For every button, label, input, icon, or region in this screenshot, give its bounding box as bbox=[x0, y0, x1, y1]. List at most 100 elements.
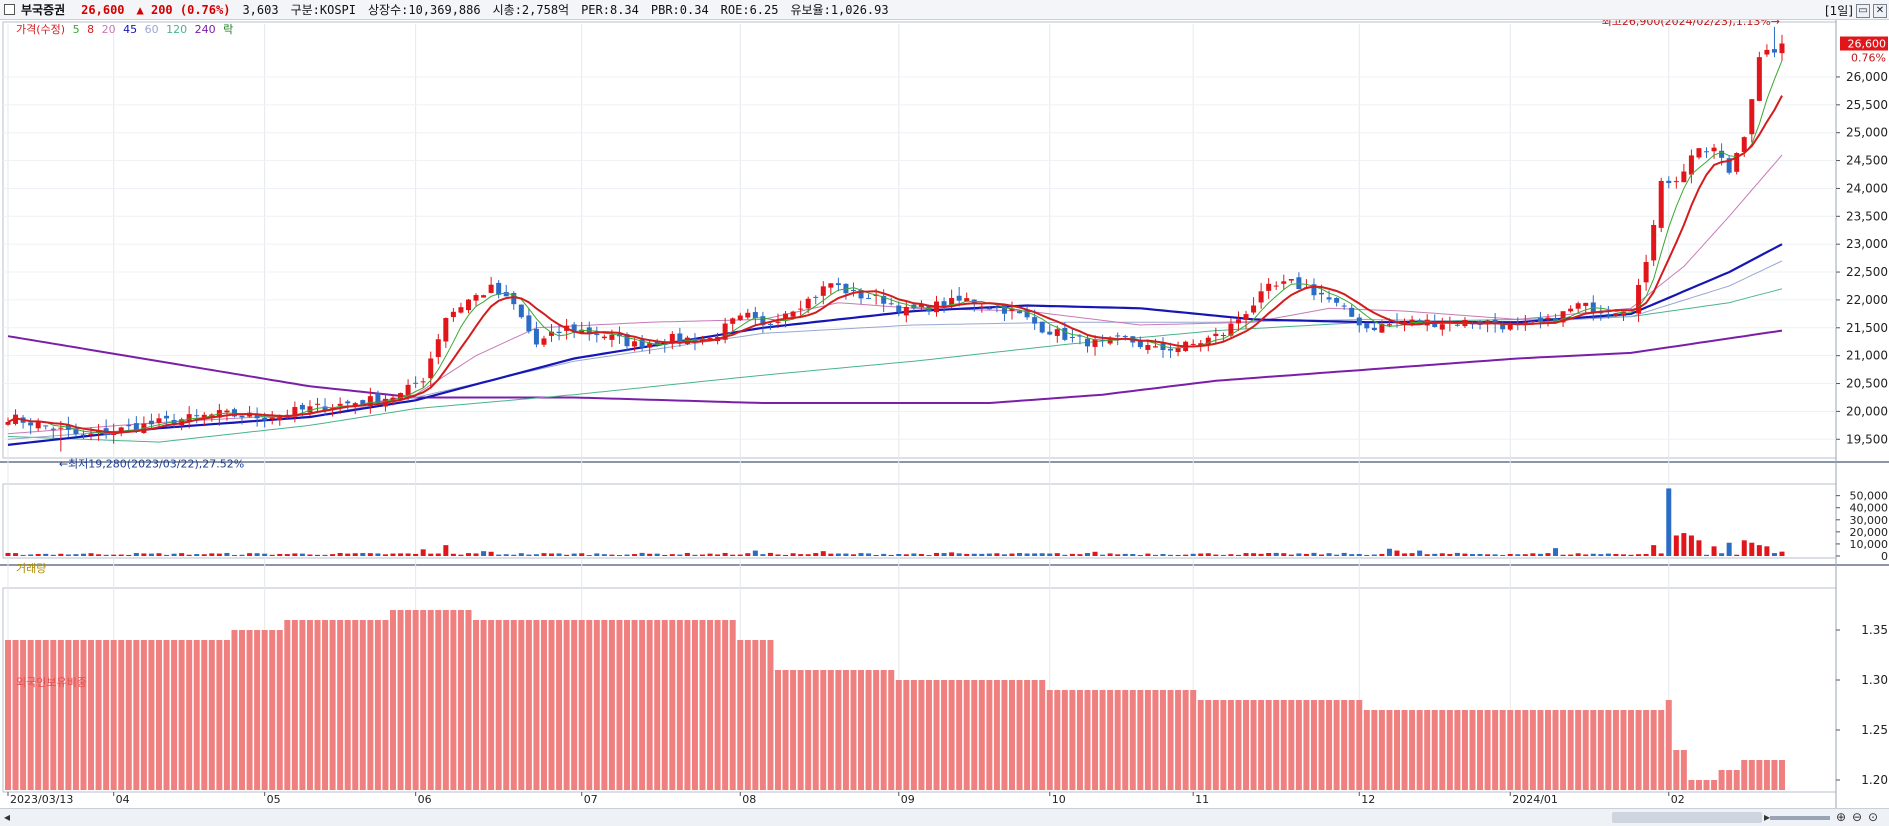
foreign-bar bbox=[1001, 680, 1008, 790]
foreign-bar bbox=[412, 610, 419, 790]
foreign-bar bbox=[420, 610, 427, 790]
foreign-bar bbox=[827, 670, 834, 790]
volume-bar bbox=[1077, 554, 1083, 556]
volume-bar bbox=[1047, 553, 1053, 556]
zoom-slider[interactable] bbox=[1770, 816, 1830, 820]
candle-body bbox=[745, 312, 751, 318]
candle-body bbox=[624, 334, 630, 347]
volume-bar bbox=[1152, 554, 1158, 556]
candle-body bbox=[511, 292, 517, 305]
candle-body bbox=[1024, 310, 1030, 318]
x-tick-label: 09 bbox=[901, 793, 915, 806]
foreign-bar bbox=[1703, 780, 1710, 790]
period-selector[interactable]: [1일] bbox=[1824, 4, 1853, 18]
candle-body bbox=[224, 410, 230, 413]
foreign-bar bbox=[1265, 700, 1272, 790]
volume-tick-label: 20,000 bbox=[1850, 526, 1889, 539]
foreign-bar bbox=[125, 640, 132, 790]
foreign-bar bbox=[548, 620, 555, 790]
volume-bar bbox=[873, 555, 879, 556]
volume-bar bbox=[1281, 553, 1287, 556]
foreign-bar bbox=[155, 640, 162, 790]
foreign-bar bbox=[767, 640, 774, 790]
legend-ma120: 120 bbox=[166, 23, 188, 36]
volume-bar bbox=[133, 553, 139, 556]
x-tick-label: 11 bbox=[1195, 793, 1209, 806]
foreign-bar bbox=[148, 640, 155, 790]
volume-bar bbox=[1688, 535, 1694, 556]
foreign-bar bbox=[1024, 680, 1031, 790]
candle-body bbox=[1386, 324, 1392, 326]
x-tick-label: 07 bbox=[584, 793, 598, 806]
foreign-bar bbox=[1748, 760, 1755, 790]
volume-bar bbox=[737, 554, 743, 556]
scroll-right-icon[interactable]: ▸ bbox=[1764, 810, 1771, 824]
zoom-out-icon[interactable]: ⊖ bbox=[1852, 810, 1863, 824]
volume-bar bbox=[1764, 546, 1770, 556]
foreign-bar bbox=[450, 610, 457, 790]
volume-bar bbox=[247, 553, 253, 556]
restore-icon[interactable]: ▭ bbox=[1856, 3, 1870, 18]
window-checkbox[interactable] bbox=[4, 4, 15, 15]
zoom-reset-icon[interactable]: ⊙ bbox=[1868, 810, 1879, 824]
candle-body bbox=[1356, 317, 1362, 326]
scroll-left-icon[interactable]: ◂ bbox=[4, 810, 11, 824]
candle-body bbox=[571, 324, 577, 332]
volume-bar bbox=[541, 553, 547, 556]
candles bbox=[5, 26, 1785, 452]
candle-body bbox=[1605, 314, 1611, 316]
foreign-bar bbox=[435, 610, 442, 790]
ma60-line bbox=[7, 260, 1783, 440]
candle-body bbox=[450, 311, 456, 318]
foreign-bar bbox=[1303, 700, 1310, 790]
volume-bar bbox=[835, 553, 841, 556]
volume-bar bbox=[13, 553, 19, 556]
candle-body bbox=[1107, 337, 1113, 344]
x-tick-label: 10 bbox=[1052, 793, 1066, 806]
volume-bar bbox=[918, 553, 924, 556]
scroll-thumb[interactable] bbox=[1612, 812, 1762, 823]
volume-bar bbox=[413, 553, 419, 556]
volume-bar bbox=[345, 553, 351, 556]
volume-bar bbox=[639, 552, 645, 556]
volume-bar bbox=[843, 553, 849, 556]
volume-bar bbox=[299, 553, 305, 556]
volume-bar bbox=[398, 553, 404, 556]
candle-body bbox=[1077, 335, 1083, 337]
candle-body bbox=[828, 283, 834, 288]
candle-body bbox=[1258, 291, 1264, 303]
foreign-bar bbox=[1235, 700, 1242, 790]
volume-bar bbox=[1522, 554, 1528, 556]
volume-bar bbox=[813, 553, 819, 556]
volume-bar bbox=[1024, 553, 1030, 556]
volume-bar bbox=[1432, 553, 1438, 556]
foreign-bar bbox=[1182, 690, 1189, 790]
foreign-bar bbox=[261, 630, 268, 790]
volume-bar bbox=[1696, 540, 1702, 556]
stock-chart[interactable]: 2023/03/13 04 05 06 07 08 09 10 11 12 2024/01 0219,… bbox=[0, 20, 1889, 808]
foreign-bar bbox=[1092, 690, 1099, 790]
volume-bar bbox=[111, 554, 117, 556]
volume-bar bbox=[1409, 553, 1415, 556]
volume-bar bbox=[1568, 554, 1574, 556]
volume-bar bbox=[692, 554, 698, 556]
close-icon[interactable]: ✕ bbox=[1873, 3, 1887, 18]
foreign-bar bbox=[57, 640, 64, 790]
scroll-bar[interactable]: ◂ ▸ ⊕ ⊖ ⊙ bbox=[0, 808, 1889, 826]
foreign-bar bbox=[1726, 770, 1733, 790]
candle-body bbox=[1296, 277, 1302, 290]
volume-bar bbox=[1379, 553, 1385, 556]
y-tick-label: 24,000 bbox=[1846, 181, 1888, 195]
volume-bar bbox=[224, 552, 230, 556]
foreign-bar bbox=[752, 640, 759, 790]
volume-bar bbox=[1054, 553, 1060, 556]
foreign-bar bbox=[608, 620, 615, 790]
volume-bar bbox=[1681, 533, 1687, 556]
volume-bar bbox=[315, 554, 321, 556]
candle-body bbox=[1756, 57, 1762, 101]
foreign-bar bbox=[1567, 710, 1574, 790]
candle-body bbox=[896, 305, 902, 313]
zoom-in-icon[interactable]: ⊕ bbox=[1836, 810, 1847, 824]
foreign-bar bbox=[782, 670, 789, 790]
volume-bar bbox=[745, 553, 751, 556]
